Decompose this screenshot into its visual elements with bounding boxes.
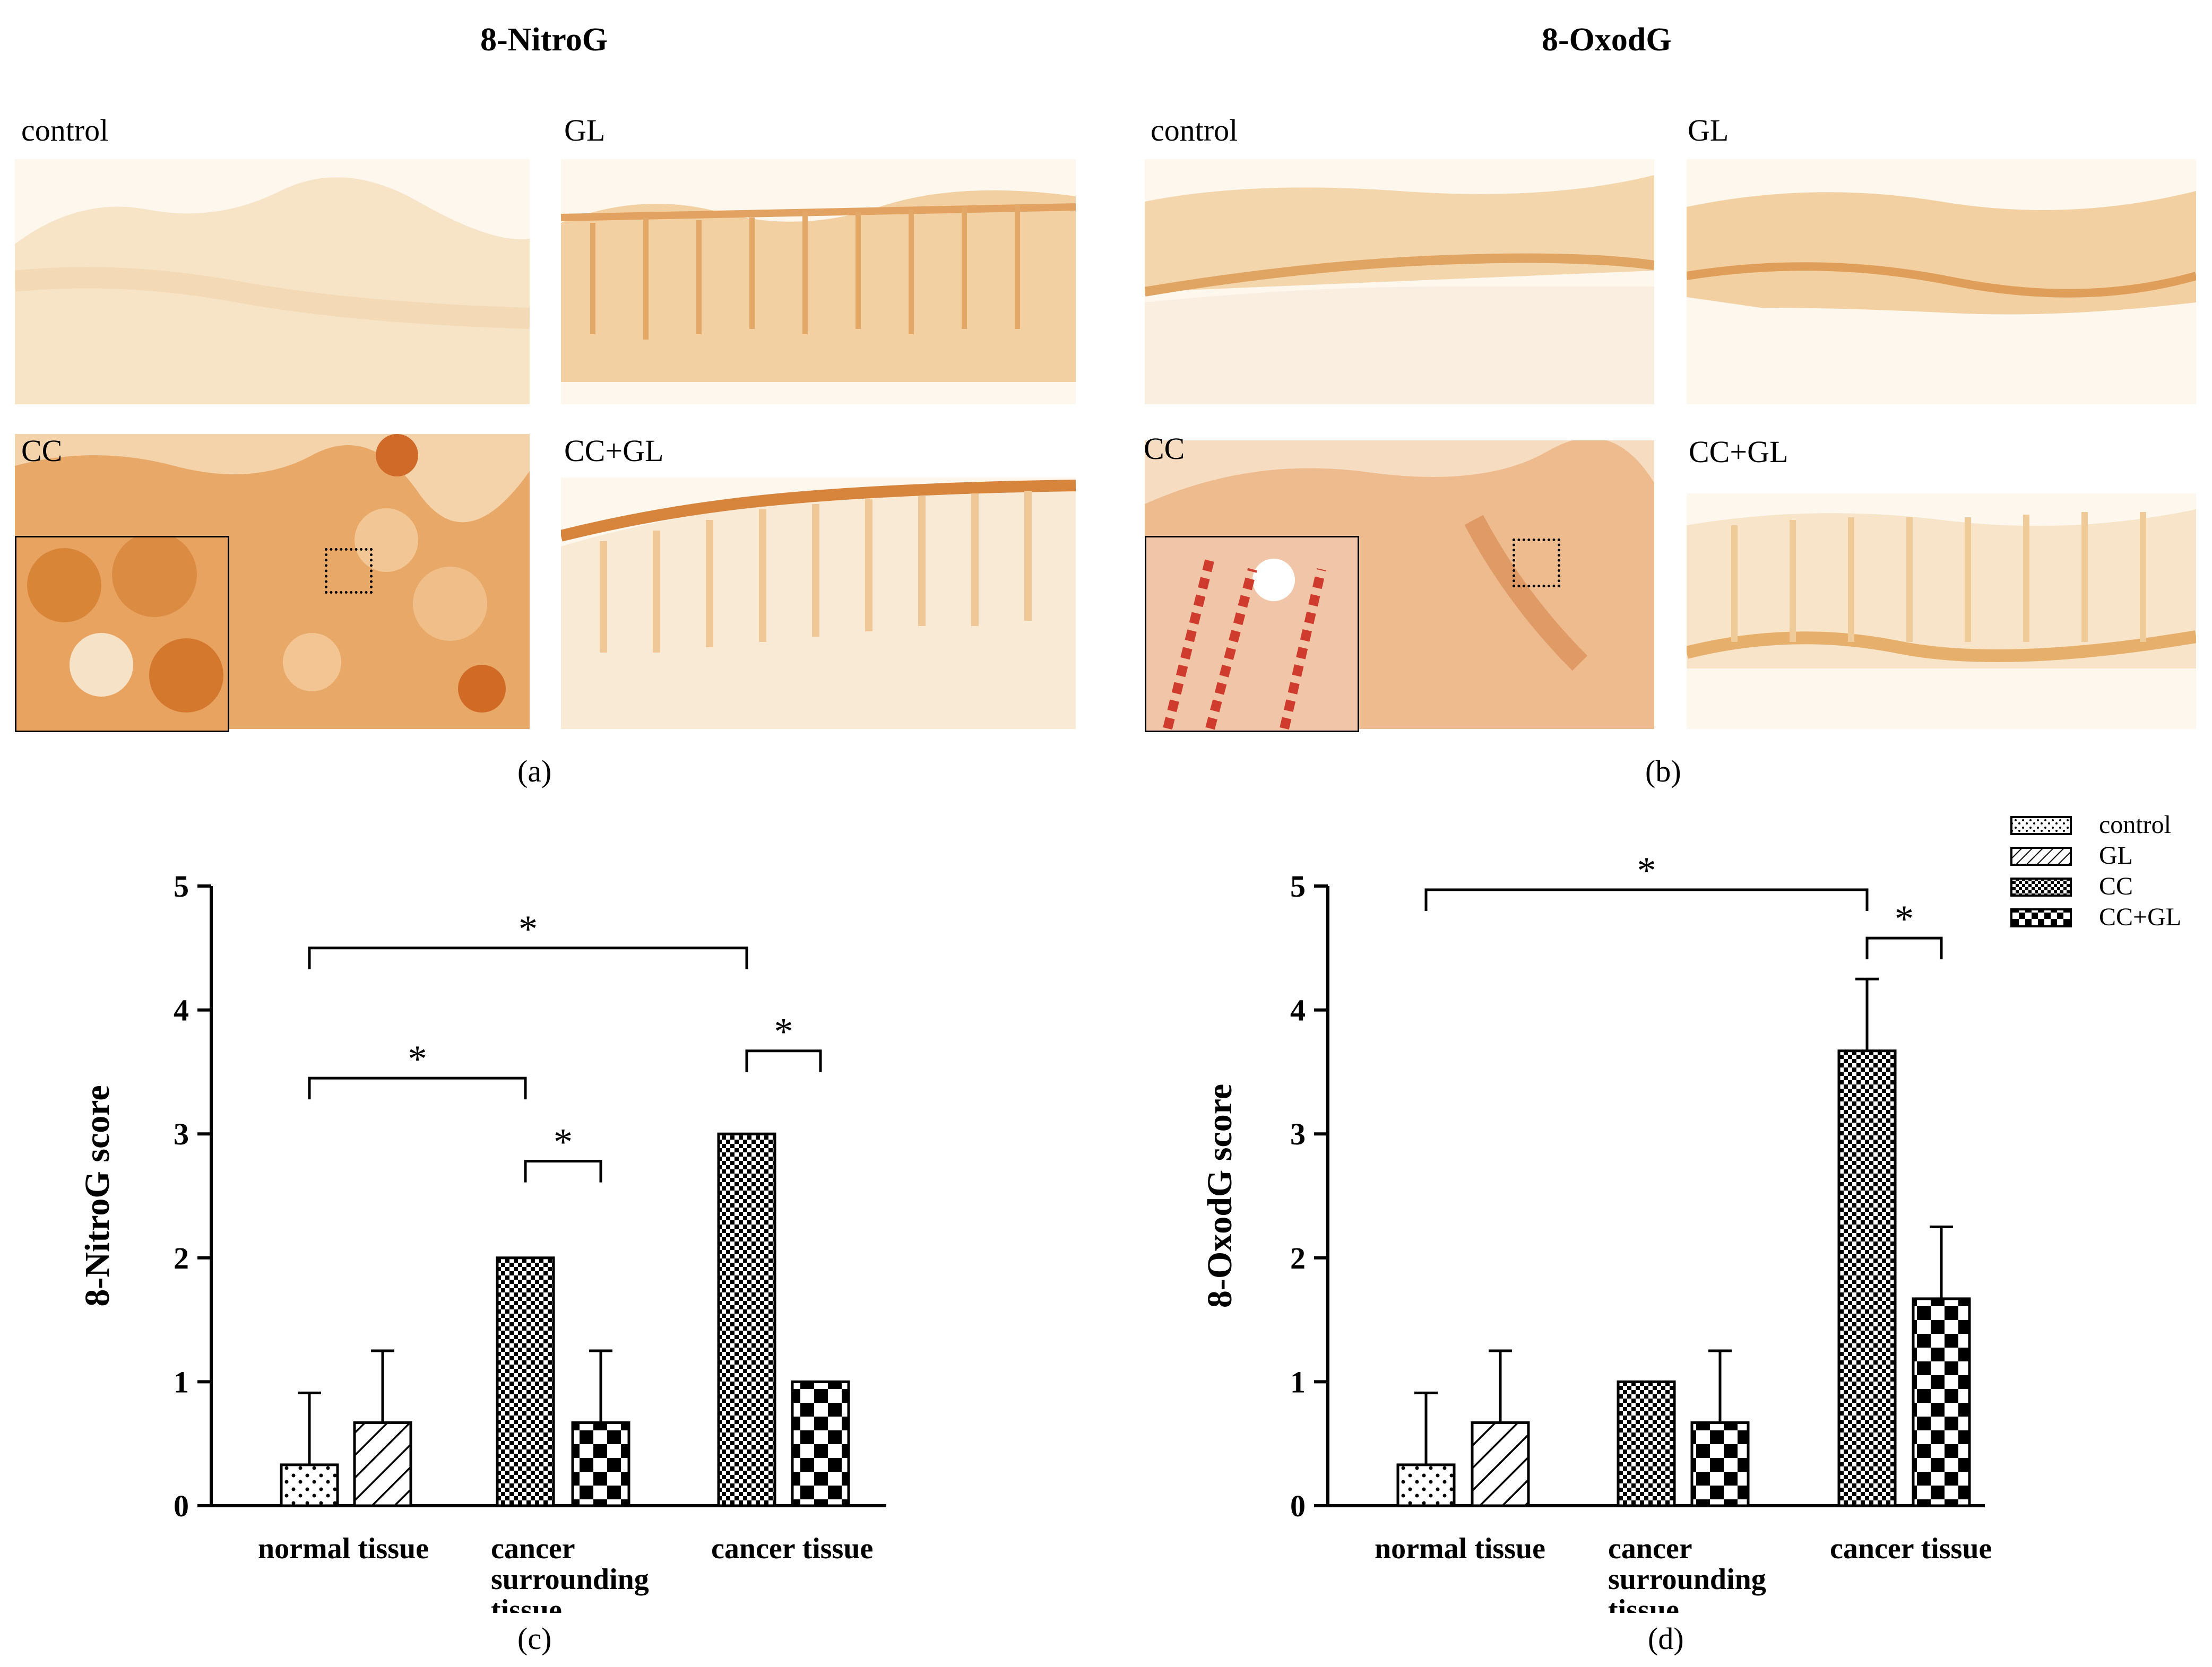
significance-star: * — [519, 908, 538, 950]
label-nitrog-control: control — [21, 113, 109, 147]
significance-star: * — [774, 1011, 793, 1053]
label-nitrog-gl: GL — [564, 113, 606, 147]
bar-cc-gl-cancer-tissue — [1912, 1297, 1971, 1507]
significance-bracket — [745, 1049, 822, 1072]
label-oxodg-cc: CC — [1144, 431, 1185, 466]
y-axis-label: 8-NitroG score — [78, 1085, 117, 1306]
tissue-texture — [1687, 509, 2196, 668]
roi-box-oxodg — [1513, 539, 1560, 587]
legend-label-ccgl: CC+GL — [2099, 903, 2181, 931]
legend: control GL CC CC+GL — [2010, 811, 2181, 931]
legend-swatch-ccgl — [2010, 908, 2072, 927]
micrograph-nitrog-ccgl — [561, 477, 1076, 729]
significance-bracket — [308, 947, 748, 969]
tissue-texture — [15, 177, 530, 404]
x-category-label: normal tissue — [258, 1532, 429, 1565]
y-tick-label: 0 — [174, 1489, 189, 1523]
roi-box-nitrog — [325, 548, 373, 594]
x-category-label: normal tissue — [1375, 1532, 1545, 1565]
legend-swatch-gl — [2010, 847, 2072, 866]
significance-star: * — [1637, 849, 1656, 892]
inset-texture — [1163, 557, 1326, 730]
label-oxodg-gl: GL — [1688, 113, 1729, 147]
inset-oxodg-cc-magnified — [1145, 536, 1359, 732]
label-oxodg-control: control — [1151, 113, 1238, 147]
bar-cc-cancer-tissue — [717, 1132, 776, 1507]
y-axis-label: 8-OxodG score — [1200, 1084, 1239, 1308]
bar-control-normal-tissue — [280, 1463, 339, 1507]
y-tick-label: 3 — [174, 1117, 189, 1151]
label-oxodg-ccgl: CC+GL — [1689, 435, 1788, 469]
x-category-label: cancer surrounding tissue — [491, 1532, 649, 1613]
label-nitrog-ccgl: CC+GL — [564, 433, 664, 468]
legend-item-cc: CC — [2010, 872, 2133, 900]
significance-bracket — [308, 1076, 527, 1100]
y-tick-label: 5 — [1290, 869, 1306, 904]
header-oxodg: 8-OxodG — [1542, 22, 1672, 58]
panel-label-c: (c) — [517, 1621, 552, 1656]
bar-cc-gl-cancer-tissue — [791, 1380, 850, 1507]
tissue-texture — [1687, 191, 2196, 315]
significance-star: * — [408, 1038, 427, 1080]
label-nitrog-cc: CC — [21, 433, 63, 468]
significance-star: * — [554, 1121, 573, 1164]
inset-texture — [27, 537, 223, 713]
bar-cc-gl-cancer-surrounding-tissue — [571, 1421, 630, 1507]
bar-gl-normal-tissue — [353, 1421, 412, 1507]
y-tick-label: 2 — [174, 1241, 189, 1275]
significance-star: * — [1895, 898, 1914, 940]
micrograph-nitrog-control — [15, 159, 530, 404]
tissue-texture — [561, 480, 1076, 729]
legend-item-control: control — [2010, 811, 2171, 839]
micrograph-oxodg-control — [1145, 159, 1654, 404]
significance-bracket — [524, 1160, 602, 1183]
bar-cc-cancer-tissue — [1837, 1049, 1897, 1507]
bar-control-normal-tissue — [1396, 1463, 1456, 1507]
y-tick-label: 3 — [1290, 1117, 1306, 1151]
y-tick-label: 4 — [1290, 993, 1306, 1028]
header-nitrog: 8-NitroG — [480, 22, 608, 58]
micrograph-oxodg-ccgl — [1687, 493, 2196, 729]
legend-label-gl: GL — [2099, 841, 2133, 870]
y-tick-label: 5 — [174, 869, 189, 904]
significance-bracket — [1424, 888, 1869, 911]
legend-swatch-control — [2010, 816, 2072, 835]
x-category-label: cancer surrounding tissue — [1608, 1532, 1766, 1613]
inset-nitrog-cc-magnified — [15, 536, 229, 732]
x-category-label: cancer tissue — [1830, 1532, 1992, 1565]
legend-swatch-cc — [2010, 878, 2072, 897]
legend-item-ccgl: CC+GL — [2010, 903, 2181, 931]
panel-label-d: (d) — [1648, 1621, 1684, 1656]
legend-label-cc: CC — [2099, 872, 2133, 900]
panel-label-b: (b) — [1645, 754, 1681, 788]
bar-cc-cancer-surrounding-tissue — [496, 1256, 555, 1507]
y-tick-label: 1 — [1290, 1365, 1306, 1399]
tissue-texture — [1145, 175, 1654, 404]
bar-cc-cancer-surrounding-tissue — [1617, 1380, 1676, 1507]
tissue-texture — [561, 190, 1076, 382]
bar-chart-nitrog: 0 1 2 3 4 5 8-NitroG score normal tissue cancer s… — [78, 869, 886, 1613]
micrograph-nitrog-gl — [561, 159, 1076, 404]
significance-bracket — [1865, 936, 1943, 960]
bar-gl-normal-tissue — [1471, 1421, 1530, 1507]
bar-chart-oxodg: 0 1 2 3 4 5 8-OxodG score normal tissue cancer su… — [1200, 849, 1992, 1613]
bar-cc-gl-cancer-surrounding-tissue — [1690, 1421, 1750, 1507]
y-tick-label: 0 — [1290, 1489, 1306, 1523]
y-tick-label: 1 — [174, 1365, 189, 1399]
micrograph-oxodg-gl — [1687, 159, 2196, 404]
y-tick-label: 4 — [174, 993, 189, 1028]
x-category-label: cancer tissue — [711, 1532, 873, 1565]
legend-label-control: control — [2099, 811, 2171, 839]
legend-item-gl: GL — [2010, 841, 2133, 870]
panel-label-a: (a) — [517, 754, 552, 788]
y-tick-label: 2 — [1290, 1241, 1306, 1275]
